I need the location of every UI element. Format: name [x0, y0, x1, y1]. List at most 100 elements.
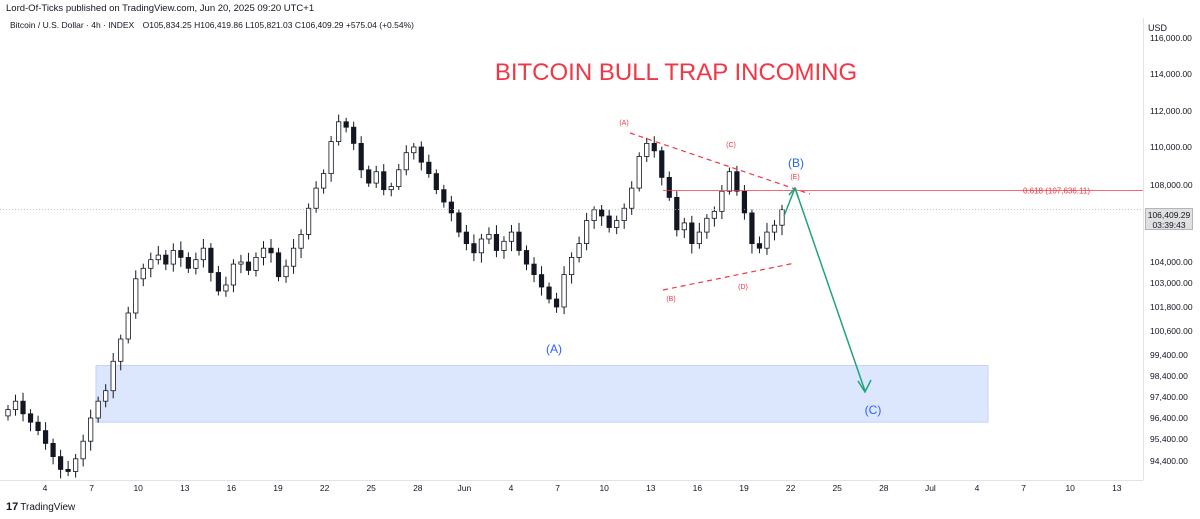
candle-body: [373, 171, 379, 184]
candle-body: [538, 274, 545, 288]
candle-body: [35, 421, 41, 432]
fib-level-label: 0.618 (107,636.11): [1023, 187, 1090, 196]
candle-body: [27, 413, 34, 423]
x-tick-label: 25: [366, 483, 376, 493]
candle-body: [448, 201, 454, 214]
candle-body: [351, 126, 357, 144]
candle-body: [734, 171, 740, 192]
candle-body: [193, 259, 199, 269]
candle-body: [110, 360, 116, 392]
candle-body: [726, 171, 732, 192]
candle-body: [95, 400, 101, 419]
ohlc-change: +575.04 (+0.54%): [345, 20, 414, 30]
x-tick-label: 22: [320, 483, 330, 493]
candle-body: [674, 196, 680, 231]
candle-body: [388, 186, 394, 191]
x-tick-label: 10: [133, 483, 143, 493]
candle-body: [215, 272, 222, 292]
candle-body: [12, 400, 19, 411]
candle-body: [599, 209, 605, 217]
y-tick-label: 114,000.00: [1150, 69, 1192, 79]
candle-body: [471, 243, 477, 254]
currency-label[interactable]: USD: [1148, 23, 1168, 33]
y-tick-label: 98,400.00: [1150, 371, 1188, 381]
candle-body: [756, 243, 763, 249]
triangle-wave-label: (A): [619, 120, 628, 127]
candle-body: [486, 233, 492, 240]
candle-body: [561, 274, 567, 308]
x-tick-label: 7: [89, 483, 94, 493]
wave-b-label: (B): [788, 156, 804, 170]
candle-body: [771, 224, 778, 233]
triangle-wave-label: (B): [666, 296, 675, 303]
candle-body: [666, 176, 672, 198]
candle-body: [531, 263, 537, 276]
wave-c-label: (C): [865, 403, 882, 417]
y-tick-label: 99,400.00: [1150, 350, 1188, 360]
candle-body: [636, 156, 642, 189]
y-tick-label: 97,400.00: [1150, 392, 1188, 402]
candle-body: [336, 121, 342, 143]
candle-body: [343, 121, 349, 128]
candle-body: [223, 284, 229, 292]
candle-body: [185, 256, 191, 269]
ohlc-low: L105,821.03: [245, 20, 293, 30]
candle-body: [749, 212, 755, 244]
candle-body: [606, 215, 612, 228]
triangle-wave-label: (E): [790, 174, 799, 181]
price-axis-border: [1143, 18, 1144, 480]
candle-body: [148, 259, 154, 269]
ohlc-open: O105,834.25: [142, 20, 192, 30]
ohlc-high: H106,419.86: [194, 20, 243, 30]
candle-body: [418, 146, 424, 163]
candle-body: [621, 207, 627, 221]
tradingview-brand: TradingView: [20, 502, 76, 513]
time-axis-border: [0, 480, 1143, 481]
demand-zone: [95, 365, 989, 423]
last-price-tag: 106,409.29 03:39:43: [1145, 208, 1193, 230]
x-tick-label: 22: [786, 483, 796, 493]
candle-body: [50, 442, 56, 457]
candle-body: [238, 261, 244, 265]
triangle-wave-label: (C): [726, 142, 736, 149]
candle-body: [260, 247, 267, 258]
y-tick-label: 103,000.00: [1150, 278, 1193, 288]
wave-a-label: (A): [546, 342, 562, 356]
x-tick-label: 28: [879, 483, 889, 493]
x-tick-label: 16: [693, 483, 703, 493]
published-text: Lord-Of-Ticks published on TradingView.c…: [6, 3, 315, 14]
x-tick-label: 19: [739, 483, 749, 493]
candle-body: [614, 220, 620, 228]
tradingview-logo-mark: 17: [6, 501, 19, 513]
candle-body: [163, 254, 169, 265]
candle-body: [125, 312, 131, 340]
x-tick-label: 7: [1021, 483, 1026, 493]
triangle-wave-label: (D): [738, 284, 748, 291]
tradingview-logo[interactable]: 17 TradingView: [6, 500, 75, 515]
candle-body: [696, 231, 702, 245]
triangle-lower-line: [662, 262, 796, 291]
candle-body: [290, 247, 297, 267]
x-tick-label: Jun: [458, 483, 472, 493]
candle-body: [516, 231, 522, 251]
candle-body: [441, 189, 447, 203]
candle-body: [576, 243, 582, 258]
y-tick-label: 95,400.00: [1150, 434, 1188, 444]
candle-body: [328, 141, 334, 175]
x-tick-label: 13: [646, 483, 656, 493]
candle-body: [140, 267, 146, 280]
candle-body: [779, 209, 785, 226]
candle-body: [456, 212, 462, 233]
candle-body: [764, 231, 770, 249]
candle-body: [20, 400, 26, 415]
candle-body: [283, 265, 289, 278]
symbol-name[interactable]: Bitcoin / U.S. Dollar · 4h · INDEX: [10, 20, 135, 30]
candle-body: [644, 142, 650, 157]
y-tick-label: 101,800.00: [1150, 302, 1193, 312]
candle-body: [103, 390, 109, 402]
y-tick-label-partial: 116,000.00: [1150, 33, 1192, 43]
x-tick-label: Jul: [925, 483, 936, 493]
candle-body: [305, 207, 312, 235]
candle-body: [433, 173, 439, 191]
